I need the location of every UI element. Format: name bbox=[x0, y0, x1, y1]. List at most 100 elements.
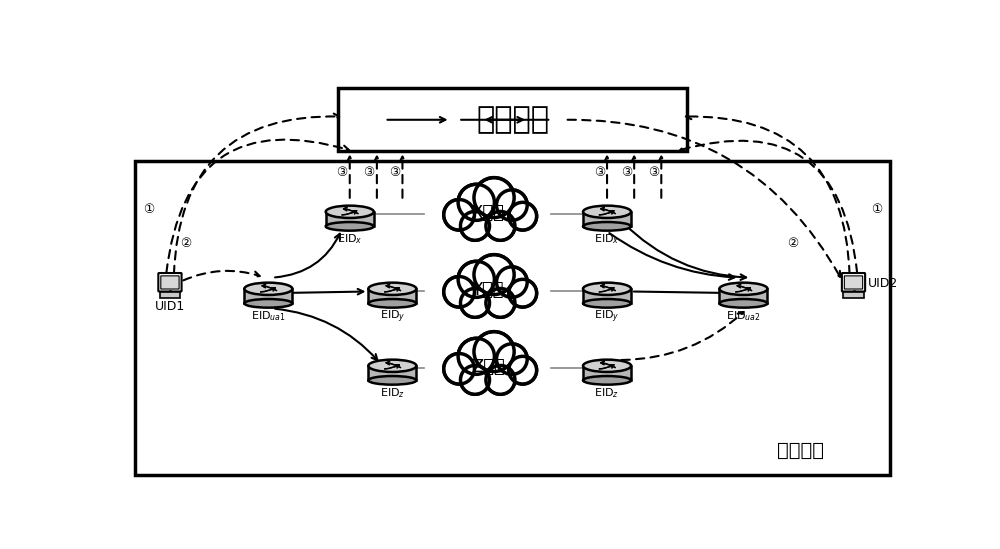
Circle shape bbox=[444, 199, 474, 230]
Circle shape bbox=[474, 178, 514, 217]
FancyArrowPatch shape bbox=[599, 288, 614, 292]
Bar bbox=[843, 292, 864, 298]
Circle shape bbox=[444, 277, 474, 307]
FancyArrowPatch shape bbox=[601, 208, 615, 214]
Text: ③: ③ bbox=[336, 166, 348, 178]
FancyArrowPatch shape bbox=[736, 288, 750, 292]
Circle shape bbox=[486, 366, 515, 394]
FancyArrowPatch shape bbox=[385, 288, 399, 292]
FancyArrowPatch shape bbox=[601, 361, 615, 368]
Text: UID1: UID1 bbox=[155, 300, 185, 313]
Circle shape bbox=[498, 268, 526, 296]
Bar bbox=[244, 289, 292, 304]
Text: EID$_{ua2}$: EID$_{ua2}$ bbox=[726, 309, 761, 323]
Text: Y类型: Y类型 bbox=[471, 282, 504, 299]
FancyArrowPatch shape bbox=[599, 211, 614, 215]
FancyArrowPatch shape bbox=[680, 141, 857, 272]
Text: Z类型: Z类型 bbox=[471, 358, 505, 377]
Circle shape bbox=[486, 288, 515, 317]
Bar bbox=[338, 88, 687, 152]
Ellipse shape bbox=[583, 222, 631, 231]
Circle shape bbox=[486, 211, 515, 240]
FancyArrowPatch shape bbox=[487, 117, 548, 122]
Ellipse shape bbox=[583, 283, 631, 295]
Ellipse shape bbox=[583, 299, 631, 307]
Circle shape bbox=[509, 356, 537, 384]
Bar bbox=[326, 212, 374, 226]
FancyArrowPatch shape bbox=[374, 156, 380, 198]
Circle shape bbox=[476, 256, 512, 293]
Text: X类型: X类型 bbox=[471, 204, 505, 222]
Ellipse shape bbox=[244, 283, 292, 295]
FancyArrowPatch shape bbox=[386, 361, 401, 368]
Circle shape bbox=[445, 278, 473, 306]
Text: ③: ③ bbox=[594, 166, 605, 178]
Circle shape bbox=[445, 201, 473, 228]
Circle shape bbox=[509, 279, 537, 307]
FancyArrowPatch shape bbox=[262, 284, 277, 290]
FancyArrowPatch shape bbox=[386, 284, 401, 290]
Circle shape bbox=[476, 180, 512, 216]
FancyArrowPatch shape bbox=[601, 284, 615, 290]
FancyArrowPatch shape bbox=[599, 288, 614, 292]
FancyBboxPatch shape bbox=[844, 276, 863, 289]
Text: 运行空间: 运行空间 bbox=[777, 441, 824, 460]
Circle shape bbox=[497, 267, 527, 298]
Text: ③: ③ bbox=[648, 166, 659, 178]
Ellipse shape bbox=[719, 299, 767, 307]
FancyArrowPatch shape bbox=[174, 114, 339, 274]
FancyArrowPatch shape bbox=[387, 117, 445, 122]
Circle shape bbox=[444, 354, 474, 384]
FancyArrowPatch shape bbox=[686, 114, 850, 274]
FancyArrowPatch shape bbox=[621, 312, 744, 360]
Circle shape bbox=[458, 338, 494, 374]
Circle shape bbox=[476, 334, 512, 369]
Bar bbox=[135, 161, 890, 475]
Circle shape bbox=[510, 281, 535, 306]
Ellipse shape bbox=[368, 360, 416, 372]
Text: ②: ② bbox=[787, 237, 799, 250]
FancyArrowPatch shape bbox=[604, 156, 610, 198]
Ellipse shape bbox=[368, 299, 416, 307]
Text: ③: ③ bbox=[364, 166, 375, 178]
FancyArrowPatch shape bbox=[347, 156, 353, 198]
FancyArrowPatch shape bbox=[344, 208, 358, 214]
Circle shape bbox=[474, 255, 514, 295]
Text: UID2: UID2 bbox=[868, 277, 898, 290]
Ellipse shape bbox=[326, 206, 374, 218]
Text: ③: ③ bbox=[621, 166, 632, 178]
FancyArrowPatch shape bbox=[385, 288, 399, 292]
FancyArrowPatch shape bbox=[659, 156, 664, 198]
Circle shape bbox=[462, 213, 488, 239]
FancyArrowPatch shape bbox=[385, 365, 399, 369]
Circle shape bbox=[497, 190, 527, 220]
FancyBboxPatch shape bbox=[158, 273, 182, 292]
Text: ①: ① bbox=[871, 203, 882, 216]
FancyArrowPatch shape bbox=[568, 120, 840, 277]
FancyArrowPatch shape bbox=[599, 365, 614, 369]
Circle shape bbox=[498, 345, 526, 373]
FancyArrowPatch shape bbox=[400, 156, 405, 198]
Ellipse shape bbox=[583, 360, 631, 372]
Bar bbox=[583, 289, 631, 304]
FancyArrowPatch shape bbox=[601, 284, 615, 290]
Circle shape bbox=[445, 355, 473, 383]
FancyArrowPatch shape bbox=[344, 208, 358, 214]
Bar bbox=[368, 289, 416, 304]
FancyArrowPatch shape bbox=[261, 288, 275, 292]
FancyBboxPatch shape bbox=[161, 276, 179, 289]
Circle shape bbox=[487, 213, 513, 239]
Circle shape bbox=[497, 344, 527, 374]
FancyArrowPatch shape bbox=[736, 288, 750, 292]
Text: EID$_z$: EID$_z$ bbox=[380, 386, 405, 400]
FancyArrowPatch shape bbox=[166, 139, 349, 272]
Circle shape bbox=[462, 290, 488, 316]
Circle shape bbox=[460, 366, 489, 394]
FancyArrowPatch shape bbox=[386, 284, 401, 290]
FancyArrowPatch shape bbox=[631, 156, 637, 198]
Circle shape bbox=[509, 203, 537, 230]
Text: EID$_z$: EID$_z$ bbox=[594, 386, 620, 400]
Text: EID$_{ua1}$: EID$_{ua1}$ bbox=[251, 309, 286, 323]
Ellipse shape bbox=[719, 283, 767, 295]
Ellipse shape bbox=[583, 376, 631, 385]
